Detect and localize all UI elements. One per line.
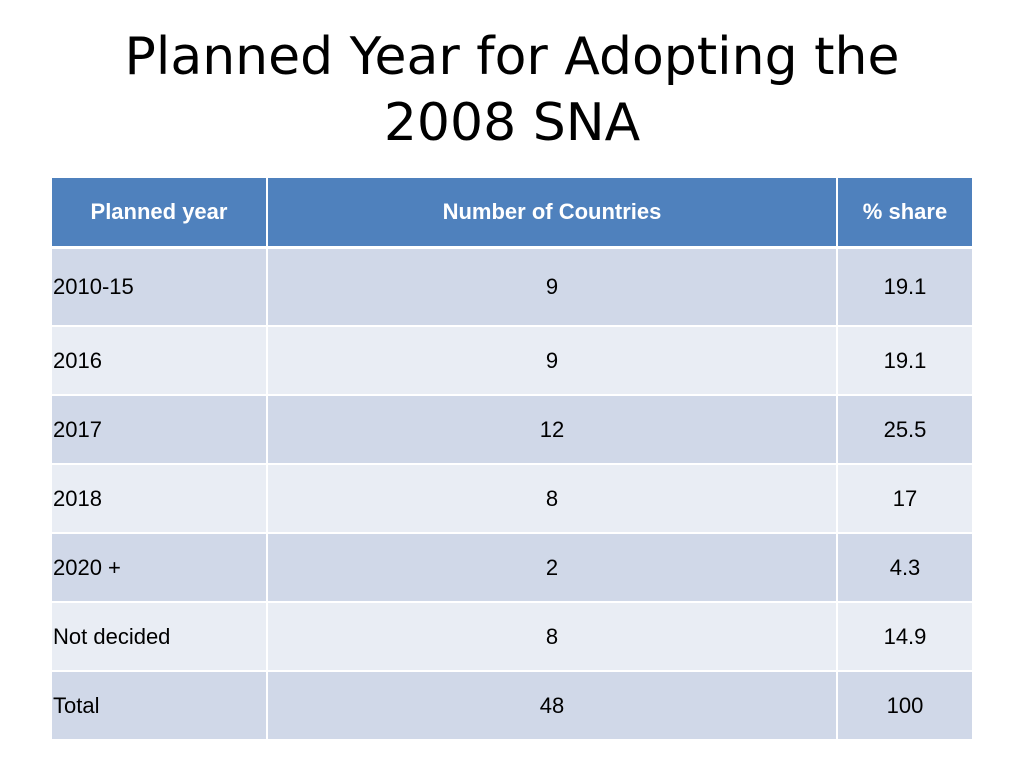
cell-planned-year: 2016 [52, 326, 268, 396]
table-row: Not decided 8 14.9 [52, 602, 972, 672]
table-row: 2018 8 17 [52, 464, 972, 534]
slide-title: Planned Year for Adopting the 2008 SNA [0, 24, 1024, 156]
table-row: 2016 9 19.1 [52, 326, 972, 396]
header-number-of-countries: Number of Countries [267, 178, 838, 249]
table-row-total: Total 48 100 [52, 671, 972, 741]
cell-planned-year: 2017 [52, 395, 268, 465]
slide-title-line-1: Planned Year for Adopting the [124, 27, 900, 87]
cell-number-of-countries: 9 [267, 247, 838, 327]
slide-title-line-2: 2008 SNA [383, 93, 641, 153]
cell-percent-share: 25.5 [837, 395, 972, 465]
cell-planned-year: 2010-15 [52, 247, 268, 327]
table-row: 2010-15 9 19.1 [52, 247, 972, 327]
adoption-table: Planned year Number of Countries % share… [52, 178, 972, 741]
cell-percent-share: 19.1 [837, 326, 972, 396]
cell-number-of-countries: 8 [267, 602, 838, 672]
table-header-row: Planned year Number of Countries % share [52, 178, 972, 249]
cell-planned-year: Total [52, 671, 268, 741]
cell-number-of-countries: 12 [267, 395, 838, 465]
cell-number-of-countries: 8 [267, 464, 838, 534]
cell-percent-share: 100 [837, 671, 972, 741]
cell-number-of-countries: 48 [267, 671, 838, 741]
cell-planned-year: Not decided [52, 602, 268, 672]
header-planned-year: Planned year [52, 178, 268, 249]
cell-planned-year: 2020 + [52, 533, 268, 603]
cell-number-of-countries: 9 [267, 326, 838, 396]
cell-percent-share: 17 [837, 464, 972, 534]
cell-percent-share: 19.1 [837, 247, 972, 327]
cell-planned-year: 2018 [52, 464, 268, 534]
table-row: 2017 12 25.5 [52, 395, 972, 465]
cell-number-of-countries: 2 [267, 533, 838, 603]
header-percent-share: % share [837, 178, 972, 249]
cell-percent-share: 4.3 [837, 533, 972, 603]
cell-percent-share: 14.9 [837, 602, 972, 672]
table-row: 2020 + 2 4.3 [52, 533, 972, 603]
